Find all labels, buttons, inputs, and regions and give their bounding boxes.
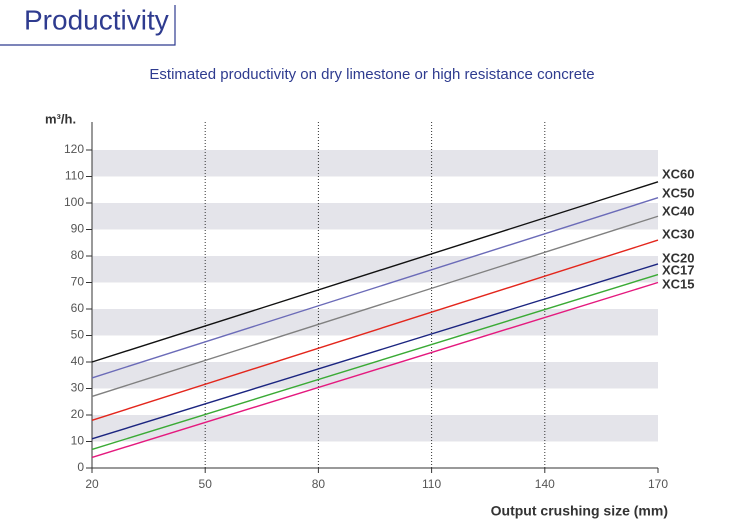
y-tick-label: 60 xyxy=(71,301,85,315)
series-label: XC50 xyxy=(662,185,695,200)
series-label: XC17 xyxy=(662,262,695,277)
grid-band xyxy=(92,362,658,389)
y-tick-label: 50 xyxy=(71,328,85,342)
y-tick-label: 90 xyxy=(71,222,85,236)
grid-band xyxy=(92,150,658,177)
y-tick-label: 0 xyxy=(77,460,84,474)
y-axis-label: m³/h. xyxy=(45,111,76,126)
x-tick-label: 170 xyxy=(648,477,668,491)
series-line xyxy=(91,273,659,451)
series-line xyxy=(91,197,659,379)
y-tick-label: 70 xyxy=(71,275,85,289)
series-label: XC60 xyxy=(662,166,695,181)
grid-band xyxy=(92,309,658,336)
series-line xyxy=(91,215,659,398)
y-tick-label: 40 xyxy=(71,354,85,368)
x-tick-label: 80 xyxy=(312,477,326,491)
y-tick-label: 100 xyxy=(64,195,84,209)
x-tick-label: 20 xyxy=(85,477,99,491)
series-line xyxy=(91,281,659,459)
grid-band xyxy=(92,415,658,442)
y-tick-label: 10 xyxy=(71,434,85,448)
grid-band xyxy=(92,203,658,230)
series-line xyxy=(91,263,659,440)
series-label: XC30 xyxy=(662,226,695,241)
series-line xyxy=(91,239,659,421)
x-tick-label: 140 xyxy=(535,477,555,491)
x-axis-label: Output crushing size (mm) xyxy=(491,503,668,519)
title-rule xyxy=(0,5,176,46)
series-label: XC15 xyxy=(662,276,695,291)
grid-band xyxy=(92,256,658,283)
chart-subtitle: Estimated productivity on dry limestone … xyxy=(149,66,594,83)
series-label: XC40 xyxy=(662,203,695,218)
x-tick-label: 50 xyxy=(199,477,213,491)
y-tick-label: 110 xyxy=(65,169,84,183)
y-tick-label: 120 xyxy=(64,142,84,156)
chart-title: Productivity xyxy=(24,4,169,35)
series-line xyxy=(91,181,659,363)
x-tick-label: 110 xyxy=(422,477,441,491)
y-tick-label: 20 xyxy=(71,407,85,421)
y-tick-label: 80 xyxy=(71,248,85,262)
y-tick-label: 30 xyxy=(71,381,85,395)
series-label: XC20 xyxy=(662,250,695,265)
